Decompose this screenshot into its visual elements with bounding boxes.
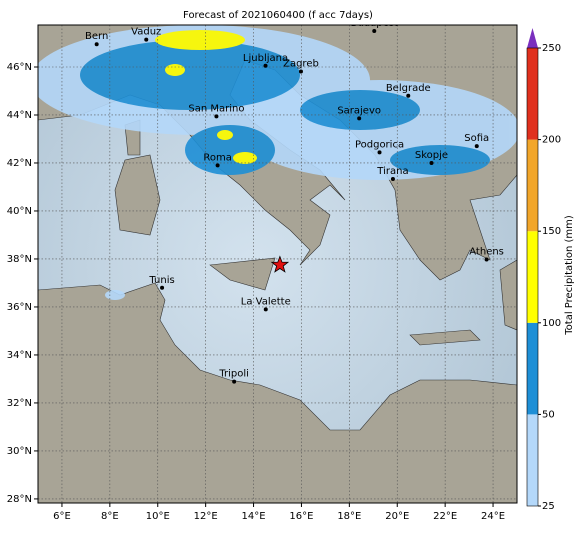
city-label: Tunis xyxy=(148,275,174,286)
lon-tick-label: 8°E xyxy=(101,511,119,522)
city-label: San Marino xyxy=(188,103,244,114)
city-dot xyxy=(372,28,377,33)
colorbar-segment xyxy=(527,48,538,140)
lon-tick-label: 20°E xyxy=(385,511,409,522)
city-label: La Valette xyxy=(241,296,291,307)
city-dot xyxy=(232,379,237,384)
city-label: Athens xyxy=(469,246,504,257)
lat-tick-label: 46°N xyxy=(7,62,32,73)
city-label: Podgorica xyxy=(355,139,404,150)
city-dot xyxy=(406,93,411,98)
event-marker xyxy=(270,255,290,273)
colorbar-tick-label: 25 xyxy=(542,501,555,512)
colorbar-extend xyxy=(527,28,538,48)
city-dot xyxy=(214,114,219,119)
city-label: Roma xyxy=(203,152,232,163)
lon-tick-label: 6°E xyxy=(53,511,71,522)
city-dot xyxy=(474,144,479,149)
city-label: Zagreb xyxy=(283,59,319,70)
sardinia xyxy=(114,154,161,236)
city-dot xyxy=(390,177,395,182)
city-label: Bern xyxy=(85,31,108,42)
city-dot xyxy=(263,63,268,68)
city-dot xyxy=(263,307,268,312)
city-dot xyxy=(144,37,149,42)
colorbar: 25 50 100 150 200 250 xyxy=(526,28,561,512)
graticule xyxy=(38,25,517,503)
city-label: Skopje xyxy=(415,150,448,161)
lat-tick-label: 32°N xyxy=(7,398,32,409)
city-label: Tripoli xyxy=(218,369,249,380)
precipitation xyxy=(38,25,517,300)
turkey xyxy=(499,259,517,331)
city-label: Tirana xyxy=(376,166,408,177)
colorbar-label: Total Precipitation (mm) xyxy=(564,215,575,336)
city-dot xyxy=(298,69,303,74)
lon-tick-label: 14°E xyxy=(242,511,266,522)
lat-tick-label: 38°N xyxy=(7,254,32,265)
city-dot xyxy=(429,160,434,165)
city-dot xyxy=(94,42,99,47)
map-frame xyxy=(37,24,518,504)
colorbar-segment xyxy=(527,139,538,232)
title: Forecast of 2021060400 (f acc 7days) xyxy=(183,10,373,21)
city-label: Belgrade xyxy=(386,83,431,94)
lat-tick-label: 34°N xyxy=(7,350,32,361)
city-dot xyxy=(357,116,362,121)
colorbar-frame xyxy=(526,47,539,507)
lon-tick-label: 24°E xyxy=(481,511,505,522)
colorbar-tick-label: 50 xyxy=(542,409,555,420)
lon-tick-label: 10°E xyxy=(146,511,170,522)
colorbar-tick-label: 100 xyxy=(542,318,561,329)
colorbar-tick-label: 150 xyxy=(542,226,561,237)
city-dot xyxy=(377,150,382,155)
colorbar-tick-label: 200 xyxy=(542,135,561,146)
lon-tick-label: 22°E xyxy=(433,511,457,522)
lon-tick-label: 16°E xyxy=(289,511,313,522)
city-label: Sarajevo xyxy=(337,105,381,116)
lat-tick-label: 28°N xyxy=(7,494,32,505)
lat-tick-label: 44°N xyxy=(7,110,32,121)
colorbar-segment xyxy=(527,414,538,506)
colorbar-tick-label: 250 xyxy=(542,43,561,54)
colorbar-segment xyxy=(527,231,538,323)
lat-tick-label: 40°N xyxy=(7,206,32,217)
lat-tick-label: 36°N xyxy=(7,302,32,313)
city-dot xyxy=(215,163,220,168)
city-label: Budapest xyxy=(351,18,398,29)
city-label: Ljubljana xyxy=(243,53,288,64)
lat-tick-label: 30°N xyxy=(7,446,32,457)
lon-tick-label: 18°E xyxy=(337,511,361,522)
city-label: Vaduz xyxy=(131,27,161,38)
city-label: Sofia xyxy=(464,133,489,144)
lat-tick-label: 42°N xyxy=(7,158,32,169)
city-dot xyxy=(484,257,489,262)
colorbar-segment xyxy=(527,322,538,415)
city-dot xyxy=(160,285,165,290)
lon-tick-label: 12°E xyxy=(194,511,218,522)
